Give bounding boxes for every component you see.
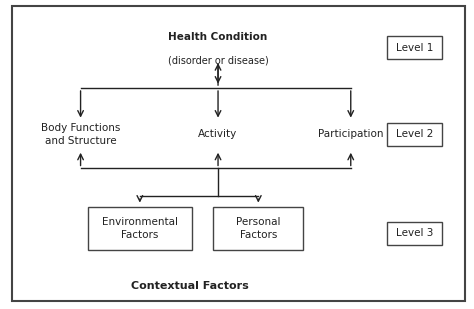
- FancyBboxPatch shape: [12, 6, 465, 301]
- FancyBboxPatch shape: [387, 222, 442, 245]
- Text: Level 2: Level 2: [396, 129, 433, 139]
- Text: (disorder or disease): (disorder or disease): [168, 56, 268, 66]
- FancyBboxPatch shape: [387, 123, 442, 146]
- Text: Environmental
Factors: Environmental Factors: [102, 218, 178, 240]
- Text: Contextual Factors: Contextual Factors: [131, 281, 248, 291]
- Text: Level 3: Level 3: [396, 228, 433, 238]
- FancyBboxPatch shape: [213, 207, 303, 250]
- FancyBboxPatch shape: [387, 36, 442, 59]
- Text: Level 1: Level 1: [396, 43, 433, 53]
- FancyBboxPatch shape: [88, 207, 192, 250]
- Text: Health Condition: Health Condition: [168, 32, 268, 42]
- Text: Personal
Factors: Personal Factors: [236, 218, 281, 240]
- Text: Activity: Activity: [199, 129, 237, 139]
- Text: Body Functions
and Structure: Body Functions and Structure: [41, 123, 120, 146]
- Text: Participation: Participation: [318, 129, 383, 139]
